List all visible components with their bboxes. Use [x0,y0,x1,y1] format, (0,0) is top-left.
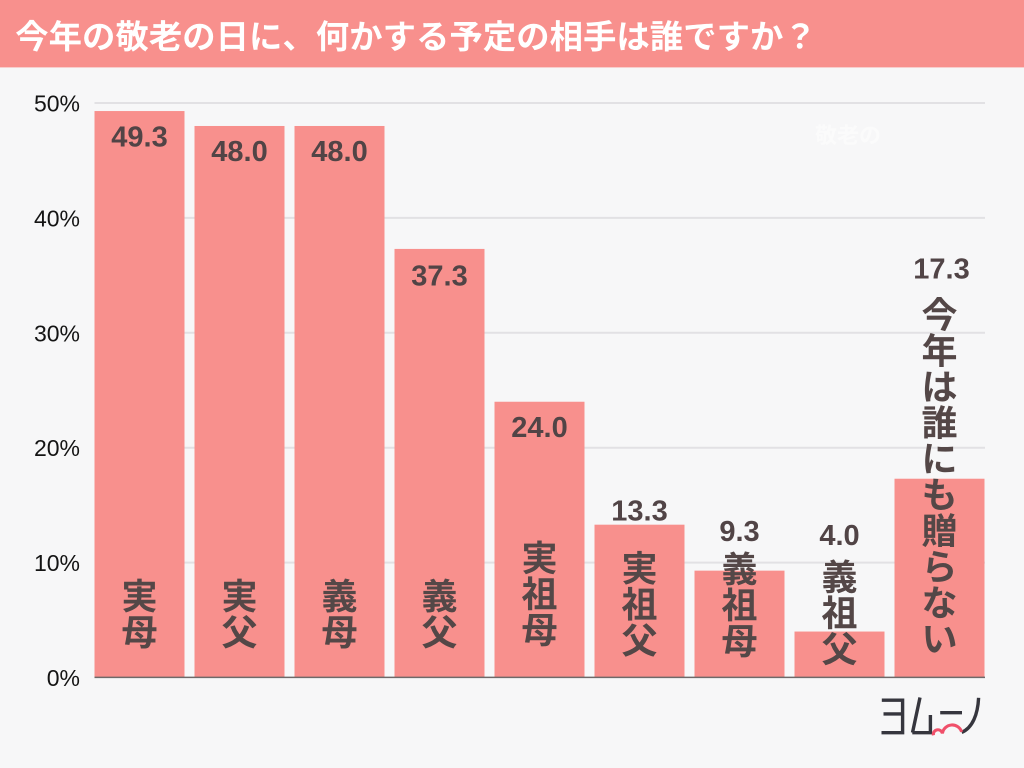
svg-text:49.3: 49.3 [111,122,167,154]
svg-text:4.0: 4.0 [819,520,859,552]
svg-text:48.0: 48.0 [211,136,267,168]
svg-text:50%: 50% [34,91,80,117]
svg-text:17.3: 17.3 [913,254,969,286]
svg-text:9.3: 9.3 [719,516,759,548]
svg-text:30%: 30% [34,320,80,346]
svg-text:20%: 20% [34,435,80,461]
svg-text:37.3: 37.3 [411,260,467,292]
svg-text:40%: 40% [34,205,80,231]
svg-text:13.3: 13.3 [611,496,667,528]
svg-text:10%: 10% [34,550,80,576]
svg-text:0%: 0% [47,665,80,691]
svg-text:24.0: 24.0 [511,412,567,444]
svg-text:48.0: 48.0 [311,136,367,168]
